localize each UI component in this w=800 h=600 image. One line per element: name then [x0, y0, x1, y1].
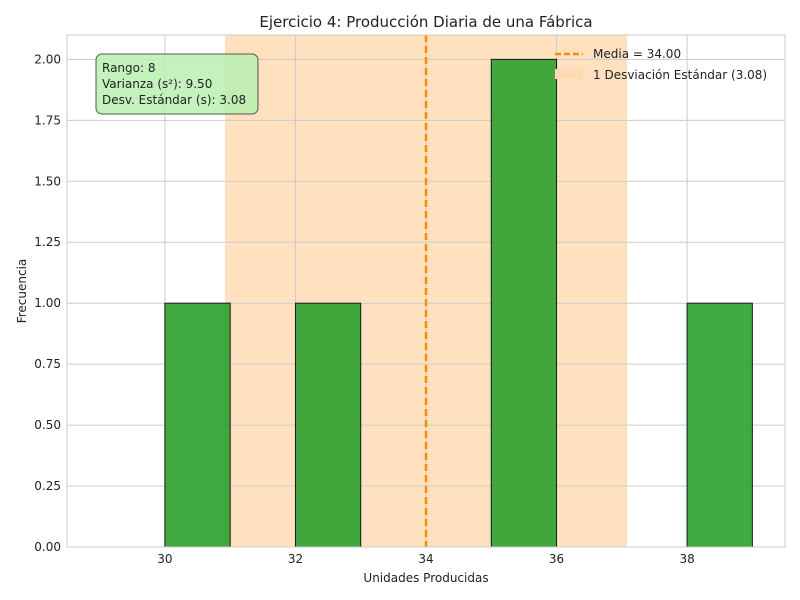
y-tick-label: 1.25: [34, 235, 61, 249]
x-axis-label: Unidades Producidas: [363, 571, 488, 585]
stats-range: Rango: 8: [102, 61, 155, 75]
histogram-bar: [686, 302, 753, 548]
x-tick-label: 36: [549, 552, 564, 566]
tick-label-layer: 30 32 34 36 38 0.00 0.25 0.50 0.75 1.00 1.25 1.50 1.…: [34, 52, 694, 566]
stats-std-dev: Desv. Estándar (s): 3.08: [102, 93, 246, 107]
x-tick-label: 30: [157, 552, 172, 566]
x-tick-label: 34: [418, 552, 433, 566]
histogram-bar: [294, 302, 362, 548]
y-tick-label: 0.50: [34, 418, 61, 432]
y-tick-label: 0.25: [34, 479, 61, 493]
x-tick-label: 32: [288, 552, 303, 566]
y-tick-label: 1.50: [34, 174, 61, 188]
stats-box: Rango: 8 Varianza (s²): 9.50 Desv. Están…: [95, 53, 259, 115]
histogram-bar: [490, 58, 558, 548]
histogram-bar: [164, 302, 231, 548]
legend-band-label: 1 Desviación Estándar (3.08): [593, 68, 767, 82]
y-tick-label: 0.75: [34, 357, 61, 371]
y-tick-label: 2.00: [34, 52, 61, 66]
stats-box-background: [95, 53, 259, 115]
legend: Media = 34.00 1 Desviación Estándar (3.0…: [555, 47, 767, 82]
legend-mean-label: Media = 34.00: [593, 47, 681, 61]
y-axis-label: Frecuencia: [15, 259, 29, 324]
x-tick-label: 38: [679, 552, 694, 566]
stats-variance: Varianza (s²): 9.50: [102, 77, 212, 91]
y-tick-label: 0.00: [34, 540, 61, 554]
y-tick-label: 1.75: [34, 113, 61, 127]
legend-band-swatch: [555, 69, 583, 79]
plot-frame: [66, 34, 786, 548]
chart-title: Ejercicio 4: Producción Diaria de una Fá…: [259, 13, 592, 31]
y-tick-label: 1.00: [34, 296, 61, 310]
